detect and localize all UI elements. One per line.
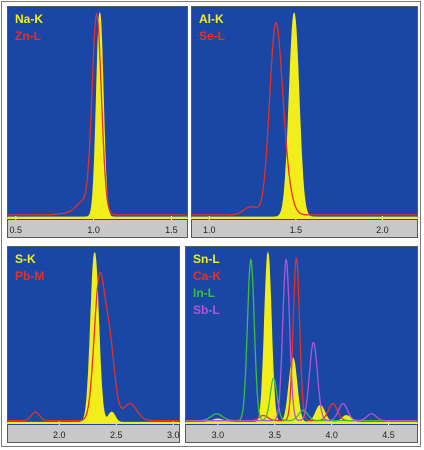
- x-tick-label: 1.0: [87, 225, 100, 235]
- x-tick-label: 3.0: [167, 430, 180, 440]
- spectrum-chart-al-se: 1.0 1.5 2.0 Al-K Se-L: [191, 6, 418, 238]
- x-tick-label: 2.5: [110, 430, 123, 440]
- legend-label-sb-l: Sb-L: [193, 303, 220, 317]
- legend-label-ca-k: Ca-K: [193, 269, 221, 283]
- x-tick-label: 2.0: [376, 225, 389, 235]
- chart-panel-na-zn: 0.5 1.0 1.5 Na-K Zn-L: [7, 6, 188, 238]
- x-tick-label: 1.5: [165, 225, 178, 235]
- plot-area: [191, 6, 418, 220]
- legend-label-na-k: Na-K: [15, 12, 43, 26]
- chart-panel-s-pb: 2.0 2.5 3.0 S-K Pb-M: [7, 246, 180, 443]
- spectrum-series-group: [185, 251, 418, 424]
- x-tick-label: 4.0: [325, 430, 338, 440]
- legend-label-se-l: Se-L: [199, 29, 225, 43]
- legend-label-in-l: In-L: [193, 286, 215, 300]
- legend-label-zn-l: Zn-L: [15, 29, 41, 43]
- x-axis-band: [191, 220, 418, 238]
- series-se-l-line: [192, 22, 417, 216]
- panel-border: [7, 246, 180, 443]
- spectrum-series-group: [7, 252, 180, 424]
- legend-label-al-k: Al-K: [199, 12, 224, 26]
- spectrum-chart-s-pb: 2.0 2.5 3.0 S-K Pb-M: [7, 246, 180, 443]
- x-tick-label: 0.5: [10, 225, 23, 235]
- x-tick-label: 2.0: [53, 430, 66, 440]
- x-axis-band: [7, 425, 180, 443]
- series-zn-l-line: [8, 12, 187, 216]
- spectrum-series-group: [191, 12, 418, 219]
- x-tick-label: 1.5: [290, 225, 303, 235]
- plot-area: [185, 246, 418, 425]
- x-axis-band: [7, 220, 188, 238]
- x-tick-label: 3.5: [269, 430, 282, 440]
- series-pb-m-line: [8, 271, 179, 422]
- series-sb-l-line: [186, 258, 417, 422]
- series-in-l-line: [186, 257, 417, 422]
- legend-label-sn-l: Sn-L: [193, 252, 220, 266]
- legend-label-s-k: S-K: [15, 252, 36, 266]
- panel-border: [191, 6, 418, 238]
- x-axis-band: [185, 425, 418, 443]
- spectrum-chart-sn-ca-in-sb: 3.0 3.5 4.0 4.5 Sn-L Ca-K In-L Sb-L: [185, 246, 418, 443]
- legend-label-pb-m: Pb-M: [15, 269, 44, 283]
- chart-panel-al-se: 1.0 1.5 2.0 Al-K Se-L: [191, 6, 418, 238]
- spectrum-chart-na-zn: 0.5 1.0 1.5 Na-K Zn-L: [7, 6, 188, 238]
- chart-panel-sn-ca-in-sb: 3.0 3.5 4.0 4.5 Sn-L Ca-K In-L Sb-L: [185, 246, 418, 443]
- panel-border: [7, 6, 188, 238]
- x-tick-label: 4.5: [382, 430, 395, 440]
- series-al-k-area: [191, 12, 418, 219]
- panel-border: [185, 246, 418, 443]
- spectrum-series-group: [7, 11, 188, 219]
- x-tick-label: 3.0: [212, 430, 225, 440]
- series-na-k-area: [7, 11, 188, 219]
- x-tick-label: 1.0: [203, 225, 216, 235]
